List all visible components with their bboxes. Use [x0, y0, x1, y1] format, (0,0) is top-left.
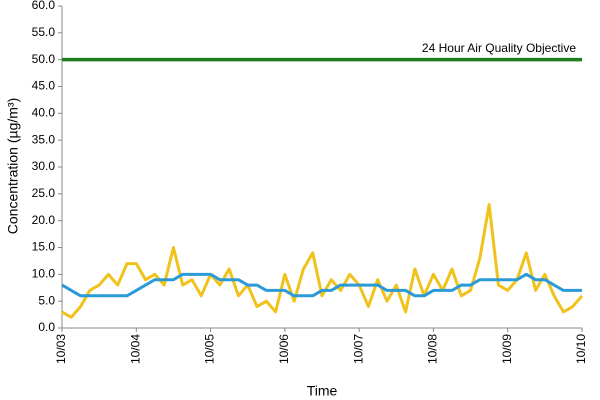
series-line [61, 203, 584, 319]
y-tick-label: 40.0 [32, 106, 56, 120]
line-annotation: 24 Hour Air Quality Objective [422, 41, 576, 55]
y-tick-label: 50.0 [32, 52, 56, 66]
y-tick-label: 10.0 [32, 267, 56, 281]
x-tick-label: 10/05 [203, 334, 217, 364]
y-tick-label: 35.0 [32, 132, 56, 146]
y-tick-label: 55.0 [32, 25, 56, 39]
y-tick-label: 20.0 [32, 213, 56, 227]
y-tick-label: 25.0 [32, 186, 56, 200]
y-tick-label: 30.0 [32, 159, 56, 173]
x-tick-label: 10/03 [54, 334, 68, 364]
y-tick-label: 60.0 [32, 0, 56, 12]
series-line [61, 272, 582, 298]
y-tick-label: 5.0 [38, 293, 55, 307]
x-tick-label: 10/07 [351, 334, 365, 364]
y-tick-label: 45.0 [32, 79, 56, 93]
x-tick-label: 10/09 [500, 334, 514, 364]
x-axis-label: Time [307, 383, 338, 399]
y-tick-label: 0.0 [38, 320, 55, 334]
x-tick-label: 10/06 [277, 334, 291, 364]
x-tick-label: 10/04 [128, 334, 142, 364]
y-tick-label: 15.0 [32, 240, 56, 254]
x-tick-label: 10/10 [574, 334, 588, 364]
x-tick-label: 10/08 [426, 334, 440, 364]
y-axis-label: Concentration (µg/m³) [5, 98, 21, 234]
